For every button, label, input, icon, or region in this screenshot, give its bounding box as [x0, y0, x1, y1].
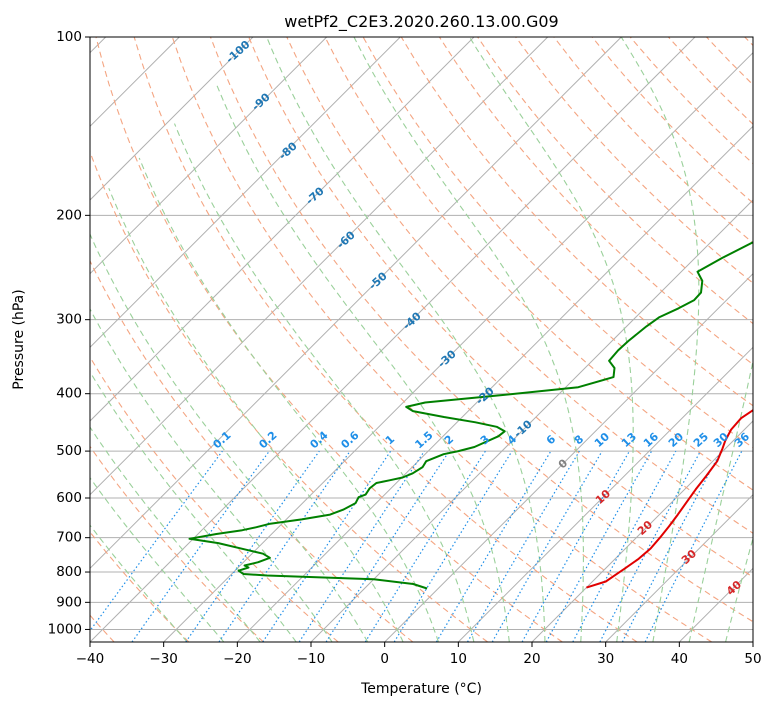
axis-ticks: −40 −30 −20 −10 0 10 20 30 40 50 100 200 300 400 500 60… [48, 29, 762, 667]
x-tick-label: −10 [297, 651, 326, 667]
mixing-ratio-line [393, 450, 513, 642]
isotherm-line [90, 37, 254, 201]
isotherm-line [90, 37, 475, 422]
mixing-ratio-line [545, 450, 653, 642]
dry-adiabat-line [515, 37, 753, 284]
dry-adiabat-line [209, 37, 753, 623]
x-tick-label: 0 [380, 651, 389, 667]
isotherm-line [90, 37, 401, 349]
y-axis-label: Pressure (hPa) [11, 289, 27, 389]
dry-adiabat-line [286, 37, 753, 534]
y-tick-label: 600 [56, 490, 82, 506]
y-tick-label: 500 [56, 443, 82, 459]
chart-title: wetPf2_C2E3.2020.260.13.00.G09 [284, 12, 558, 32]
dry-adiabat-line [248, 37, 753, 578]
y-tick-label: 700 [56, 530, 82, 546]
moist-adiabat-line [215, 83, 510, 642]
dry-adiabat-line [90, 445, 264, 642]
mixing-ratio-line [644, 450, 743, 642]
x-tick-label: −20 [223, 651, 252, 667]
dry-adiabat-line [90, 356, 339, 642]
mixing-ratio-line [90, 450, 223, 632]
x-tick-label: 40 [671, 651, 688, 667]
isotherm-line [90, 37, 328, 275]
moist-adiabat-line [90, 370, 297, 642]
mixing-ratio-line [572, 450, 677, 642]
moist-adiabat-line [90, 307, 333, 642]
isotherm-line [531, 420, 753, 642]
moist-adiabat-line [138, 157, 440, 642]
x-tick-label: 10 [450, 651, 467, 667]
y-tick-label: 400 [56, 386, 82, 402]
y-tick-label: 200 [56, 207, 82, 223]
moist-adiabat-line [90, 232, 369, 642]
moist-adiabat-line [108, 187, 404, 642]
dry-adiabat-line [95, 37, 563, 642]
mixing-ratio-line [218, 450, 351, 642]
series-line-1 [586, 408, 753, 589]
x-tick-label: 50 [744, 651, 761, 667]
y-tick-label: 300 [56, 312, 82, 328]
mixing-ratio-line [185, 450, 320, 642]
mixing-ratio-line [521, 450, 631, 642]
mixing-ratio-line [298, 450, 425, 642]
y-tick-label: 100 [56, 29, 82, 45]
y-tick-label: 900 [56, 594, 82, 610]
mixing-ratio-line [262, 450, 392, 642]
moist-adiabat-line [725, 536, 753, 642]
isotherm-line [90, 37, 696, 642]
series-line-2 [188, 241, 753, 590]
isotherm-line [605, 493, 753, 642]
x-tick-label: −30 [149, 651, 178, 667]
mixing-ratio-line [325, 450, 450, 642]
moist-adiabat-line [688, 358, 753, 642]
dry-adiabat-line [90, 259, 414, 642]
isotherm-line [90, 37, 622, 570]
isotherm-line [90, 37, 549, 496]
moist-adiabat-line [353, 37, 584, 642]
isotherm-line [163, 51, 753, 642]
dry-adiabat-line [324, 37, 753, 491]
x-tick-label: −40 [76, 651, 105, 667]
x-tick-label: 20 [523, 651, 540, 667]
isotherm-line [236, 125, 753, 642]
series-layer [188, 241, 753, 590]
mixing-ratio-line [131, 450, 270, 642]
y-tick-label: 1000 [48, 621, 82, 637]
isotherm-line [384, 272, 753, 642]
moist-adiabat-line [90, 476, 225, 642]
y-tick-label: 800 [56, 564, 82, 580]
isotherm-line [457, 346, 753, 642]
moist-adiabat-line [90, 426, 261, 642]
moist-adiabat-line [90, 524, 188, 642]
dry-adiabat-line [171, 37, 712, 642]
x-tick-label: 30 [597, 651, 614, 667]
moist-adiabat-line [266, 37, 546, 642]
moist-adiabat-line [620, 37, 700, 642]
x-axis-label: Temperature (°C) [360, 681, 482, 697]
moist-adiabat-line [173, 123, 475, 642]
plot-frame [89, 36, 754, 643]
dry-adiabat-line [133, 37, 638, 642]
